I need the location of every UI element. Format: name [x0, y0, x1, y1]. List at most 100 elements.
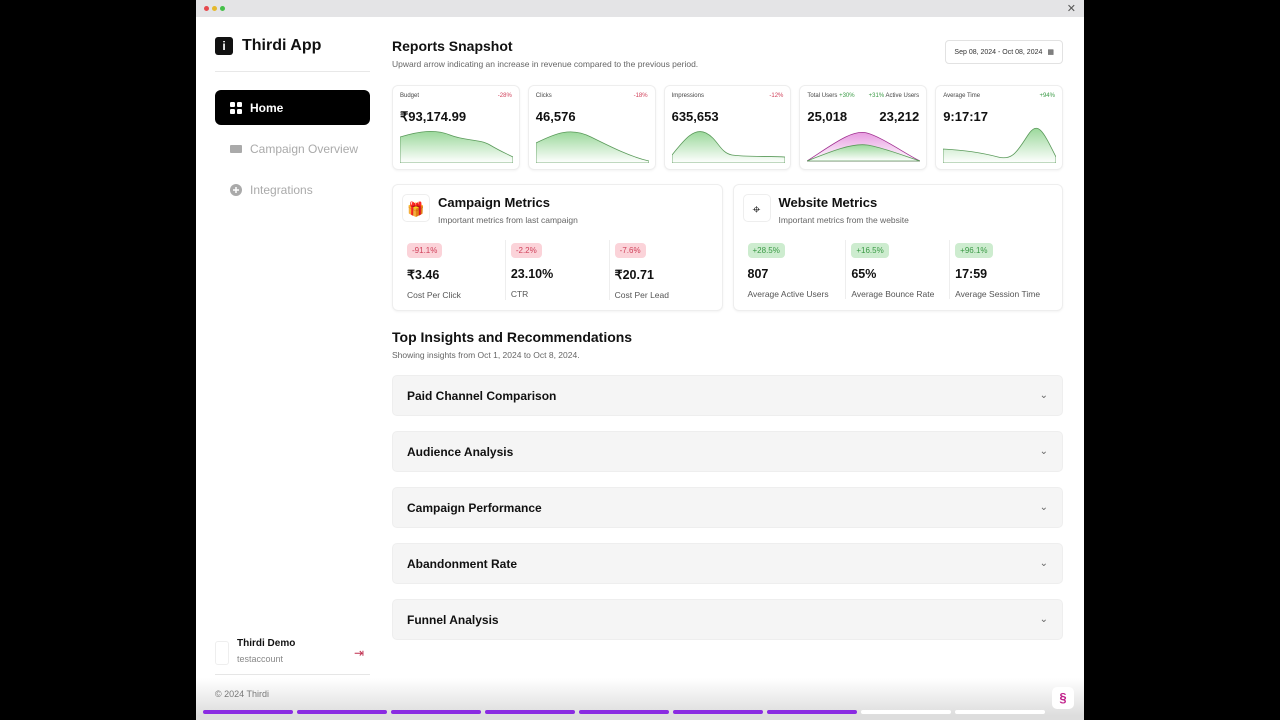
- campaign-metrics-card: 🎁 Campaign Metrics Important metrics from …: [392, 184, 723, 311]
- chevron-down-icon: ⌄: [1039, 390, 1048, 401]
- grid-icon: [230, 101, 242, 114]
- progress-segment: [579, 710, 669, 714]
- sparkline: [807, 131, 921, 162]
- metric-label: Average Bounce Rate: [851, 289, 935, 299]
- progress-segment: [391, 710, 481, 714]
- accordion-title: Paid Channel Comparison: [407, 388, 557, 403]
- kpi-change: -18%: [633, 93, 648, 99]
- card-title: Campaign Metrics: [438, 195, 550, 210]
- chevron-down-icon: ⌄: [1039, 558, 1048, 569]
- metric-label: Cost Per Click: [407, 290, 461, 300]
- kpi-label: Total Users: [807, 93, 838, 99]
- kpi-change: -28%: [497, 93, 512, 99]
- main-content: Reports Snapshot Upward arrow indicating…: [392, 17, 1063, 655]
- sidebar-item-label: Campaign Overview: [250, 141, 359, 156]
- kpi-card-average-time: Average Time +94% 9:17:17: [935, 85, 1063, 170]
- change-badge: -2.2%: [510, 243, 542, 258]
- title-bar: ✕: [196, 0, 1084, 17]
- sidebar-item-campaign-overview[interactable]: Campaign Overview: [215, 131, 370, 166]
- kpi-value: 25,018: [807, 109, 848, 124]
- chevron-down-icon: ⌄: [1039, 446, 1048, 457]
- card-subtitle: Important metrics from last campaign: [438, 215, 578, 225]
- change-badge: -7.6%: [614, 243, 646, 258]
- chevron-down-icon: ⌄: [1039, 614, 1048, 625]
- metric: -7.6% ₹20.71 Cost Per Lead: [608, 240, 713, 300]
- sidebar-item-label: Integrations: [250, 182, 313, 197]
- metric-label: Cost Per Lead: [614, 290, 669, 300]
- plus-circle-icon: [230, 183, 242, 196]
- accordion-title: Campaign Performance: [407, 500, 542, 515]
- close-icon[interactable]: ✕: [1066, 3, 1076, 15]
- kpi-card-budget: Budget -28% ₹93,174.99: [392, 85, 520, 170]
- app-logo: i: [215, 37, 233, 55]
- change-badge: -91.1%: [407, 243, 443, 258]
- kpi-change-2: +31%: [868, 93, 885, 99]
- sidebar-item-label: Home: [250, 100, 284, 115]
- accordion-item[interactable]: Abandonment Rate ⌄: [392, 543, 1063, 584]
- page-subtitle: Upward arrow indicating an increase in r…: [392, 59, 699, 69]
- metric-label: Average Active Users: [747, 289, 829, 299]
- footer: © 2024 Thirdi §: [196, 678, 1084, 720]
- help-widget-button[interactable]: §: [1052, 687, 1074, 709]
- insights-title: Top Insights and Recommendations: [392, 329, 633, 345]
- metric-value: 23.10%: [510, 267, 554, 281]
- kpi-change: +30%: [839, 93, 855, 99]
- progress-segment: [297, 710, 387, 714]
- kpi-card-clicks: Clicks -18% 46,576: [527, 85, 656, 170]
- change-badge: +28.5%: [747, 243, 785, 258]
- kpi-value: 635,653: [671, 109, 719, 124]
- copyright: © 2024 Thirdi: [215, 689, 269, 699]
- sidebar-item-integrations[interactable]: Integrations: [215, 172, 370, 207]
- metric: -2.2% 23.10% CTR: [504, 240, 609, 300]
- metric: +96.1% 17:59 Average Session Time: [949, 240, 1053, 299]
- sidebar-item-home[interactable]: Home: [215, 90, 370, 125]
- card-title: Website Metrics: [778, 195, 878, 210]
- kpi-label: Average Time: [943, 93, 981, 99]
- accordion-item[interactable]: Campaign Performance ⌄: [392, 487, 1063, 528]
- sparkline: [943, 128, 1057, 163]
- progress-segment: [767, 710, 857, 714]
- sparkline: [671, 131, 785, 163]
- kpi-card-users: Total Users +30% +31% Active Users 25,018…: [799, 85, 928, 170]
- accordion-item[interactable]: Paid Channel Comparison ⌄: [392, 375, 1063, 416]
- progress-indicator: [203, 710, 1045, 714]
- metric: +28.5% 807 Average Active Users: [743, 240, 846, 299]
- date-range-picker[interactable]: Sep 08, 2024 - Oct 08, 2024 ▦: [945, 40, 1063, 64]
- page-title: Reports Snapshot: [392, 38, 513, 54]
- user-profile: Thirdi Demo testaccount ⇥: [215, 638, 370, 667]
- accordion-item[interactable]: Funnel Analysis ⌄: [392, 599, 1063, 640]
- sparkline: [400, 131, 513, 163]
- kpi-change: +94%: [1039, 93, 1055, 99]
- progress-segment: [673, 710, 763, 714]
- maximize-window-button[interactable]: [220, 6, 225, 11]
- progress-segment: [485, 710, 575, 714]
- kpi-label: Impressions: [671, 93, 704, 99]
- user-account: testaccount: [237, 654, 284, 664]
- metric-value: 65%: [851, 267, 877, 281]
- website-metrics-card: ⌖ Website Metrics Important metrics from t…: [732, 184, 1063, 311]
- kpi-value: ₹93,174.99: [400, 109, 467, 124]
- chevron-down-icon: ⌄: [1039, 502, 1048, 513]
- accordion-item[interactable]: Audience Analysis ⌄: [392, 431, 1063, 472]
- kpi-change: -12%: [769, 93, 784, 99]
- accordion-title: Abandonment Rate: [407, 556, 518, 571]
- sidebar: i Thirdi App Home Campaign Overview Integ…: [215, 17, 370, 677]
- metric-value: ₹3.46: [407, 268, 440, 282]
- progress-segment: [955, 710, 1045, 714]
- close-window-button[interactable]: [204, 6, 209, 11]
- kpi-value: 9:17:17: [943, 109, 988, 124]
- card-subtitle: Important metrics from the website: [778, 215, 909, 225]
- logout-icon[interactable]: ⇥: [353, 645, 364, 660]
- minimize-window-button[interactable]: [212, 6, 217, 11]
- metric-value: 807: [747, 267, 769, 281]
- gift-icon: 🎁: [402, 194, 430, 222]
- metric-label: Average Session Time: [955, 289, 1041, 299]
- kpi-label-2: Active Users: [885, 93, 920, 99]
- progress-segment: [203, 710, 293, 714]
- kpi-label: Clicks: [535, 93, 552, 99]
- sparkline: [535, 131, 649, 163]
- kpi-label: Budget: [400, 93, 420, 99]
- divider: [215, 71, 370, 72]
- metric: +16.5% 65% Average Bounce Rate: [845, 240, 949, 299]
- kpi-card-impressions: Impressions -12% 635,653: [663, 85, 792, 170]
